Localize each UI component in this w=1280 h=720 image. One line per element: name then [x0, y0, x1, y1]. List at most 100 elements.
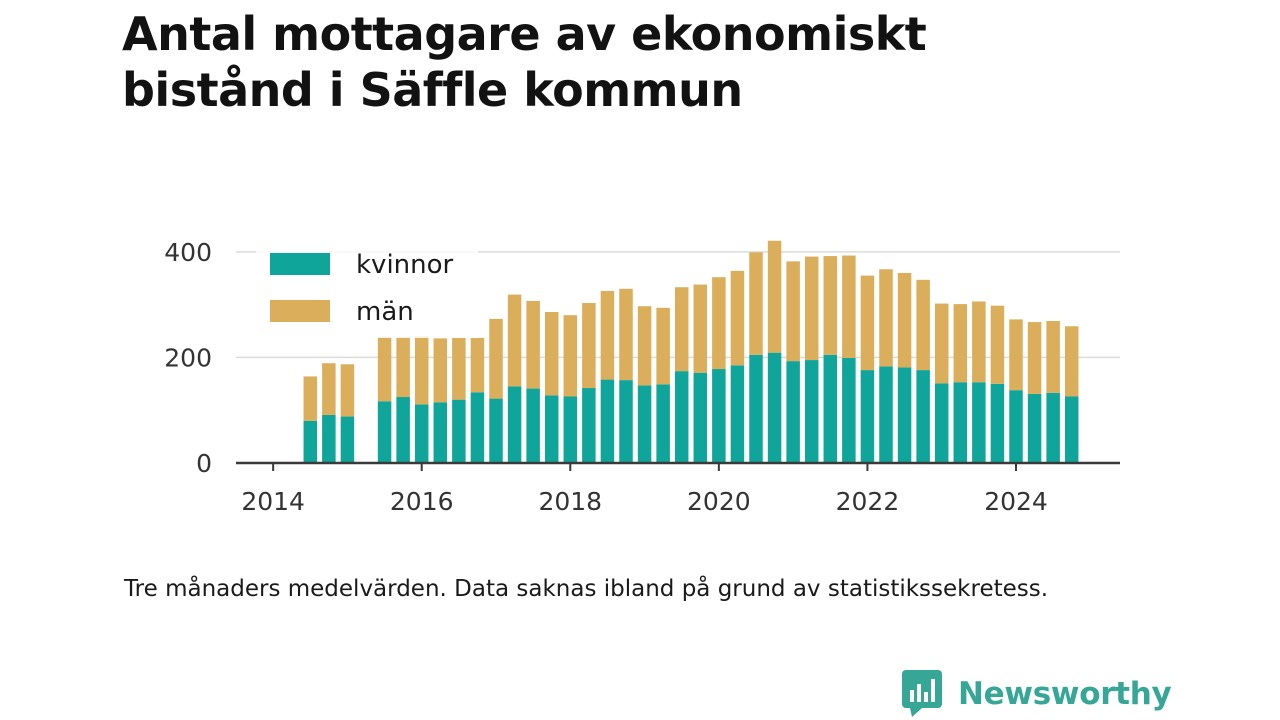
bar-man — [786, 261, 800, 362]
bar-kvinnor — [600, 379, 615, 463]
bar-kvinnor — [470, 392, 485, 463]
bar-kvinnor — [860, 370, 875, 463]
bar-man — [749, 252, 763, 355]
bar-kvinnor — [619, 380, 633, 463]
bar-kvinnor — [526, 388, 540, 463]
bar-man — [303, 376, 318, 421]
bar-man — [990, 305, 1005, 384]
bar-man — [600, 290, 615, 380]
bar-kvinnor — [786, 361, 800, 463]
bar-man — [897, 272, 912, 368]
bar-kvinnor — [916, 370, 930, 463]
y-tick-label: 200 — [164, 343, 212, 372]
bar-man — [823, 256, 838, 355]
bar-kvinnor — [1027, 393, 1042, 463]
bar-man — [934, 303, 949, 384]
bar-kvinnor — [1009, 390, 1023, 463]
x-tick-label: 2022 — [836, 487, 900, 516]
bar-kvinnor — [804, 360, 819, 463]
x-tick-label: 2016 — [390, 487, 454, 516]
bar-man — [1027, 322, 1042, 394]
bar-man — [972, 301, 986, 383]
bar-kvinnor — [823, 354, 838, 463]
bar-man — [712, 277, 726, 370]
axes: 0 200 400 2014 2016 2018 2020 2022 2024 — [164, 238, 1120, 516]
bar-kvinnor — [656, 384, 670, 463]
bar-man — [730, 270, 745, 366]
bar-man — [693, 284, 708, 373]
bar-man — [414, 336, 429, 405]
x-tick-label: 2020 — [687, 487, 751, 516]
bar-kvinnor — [582, 388, 596, 463]
bar-kvinnor — [563, 396, 578, 463]
bar-kvinnor — [1046, 392, 1060, 463]
bar-man — [860, 275, 875, 371]
bar-kvinnor — [1064, 396, 1079, 463]
legend: kvinnor män — [256, 238, 478, 338]
legend-label: män — [356, 297, 414, 327]
bar-kvinnor — [340, 416, 355, 463]
x-tick-label: 2014 — [241, 487, 305, 516]
bar-man — [637, 306, 652, 386]
bar-man — [619, 288, 633, 381]
bar-kvinnor — [544, 395, 559, 463]
bar-kvinnor — [842, 357, 856, 463]
bar-kvinnor — [934, 383, 949, 463]
bar-man — [582, 303, 596, 389]
bar-man — [396, 336, 410, 398]
bar-man — [767, 240, 782, 353]
chart-footnote: Tre månaders medelvärden. Data saknas ib… — [124, 576, 1049, 602]
bar-kvinnor — [396, 397, 410, 463]
bar-man — [452, 337, 466, 400]
bar-kvinnor — [674, 371, 689, 463]
x-tick-label: 2024 — [984, 487, 1048, 516]
bar-man — [507, 294, 522, 387]
chart-title: Antal mottagare av ekonomiskt bistånd i … — [122, 7, 927, 117]
bar-kvinnor — [507, 386, 522, 463]
bar-kvinnor — [897, 367, 912, 463]
bar-man — [322, 363, 336, 415]
bar-man — [916, 279, 930, 371]
bar-kvinnor — [879, 366, 893, 463]
bar-kvinnor — [377, 401, 392, 463]
bar-kvinnor — [414, 404, 429, 463]
bar-man — [489, 318, 503, 399]
bar-kvinnor — [322, 414, 336, 463]
bar-man — [377, 336, 392, 402]
bar-man — [1064, 326, 1079, 397]
bar-kvinnor — [433, 402, 448, 463]
stacked-bar-chart: 0 200 400 2014 2016 2018 2020 2022 2024 kvinnor m… — [164, 238, 1120, 516]
brand-name: Newsworthy — [958, 676, 1172, 712]
bar-kvinnor — [303, 420, 318, 463]
bar-kvinnor — [749, 354, 763, 463]
legend-swatch — [270, 253, 330, 275]
bar-man — [953, 304, 968, 383]
bar-kvinnor — [693, 372, 708, 463]
bar-man — [804, 256, 819, 361]
bar-man — [544, 312, 559, 396]
bar-man — [656, 307, 670, 385]
bar-man — [340, 364, 355, 417]
bars — [303, 240, 1079, 463]
bar-kvinnor — [730, 365, 745, 463]
brand: Newsworthy — [902, 670, 1172, 718]
bar-kvinnor — [712, 369, 726, 463]
bar-man — [526, 300, 540, 389]
y-tick-label: 0 — [196, 449, 212, 478]
bar-man — [433, 338, 448, 403]
legend-swatch — [270, 300, 330, 322]
legend-label: kvinnor — [356, 250, 454, 280]
bar-kvinnor — [972, 382, 986, 463]
bar-kvinnor — [489, 398, 503, 463]
newsworthy-logo-icon — [902, 670, 942, 717]
bar-man — [879, 269, 893, 367]
bar-man — [470, 337, 485, 393]
bar-kvinnor — [637, 385, 652, 463]
bar-kvinnor — [953, 382, 968, 463]
bar-man — [674, 287, 689, 372]
bar-man — [1009, 319, 1023, 391]
bar-man — [842, 255, 856, 358]
bar-man — [1046, 320, 1060, 393]
y-tick-label: 400 — [164, 238, 212, 267]
bar-kvinnor — [990, 383, 1005, 463]
